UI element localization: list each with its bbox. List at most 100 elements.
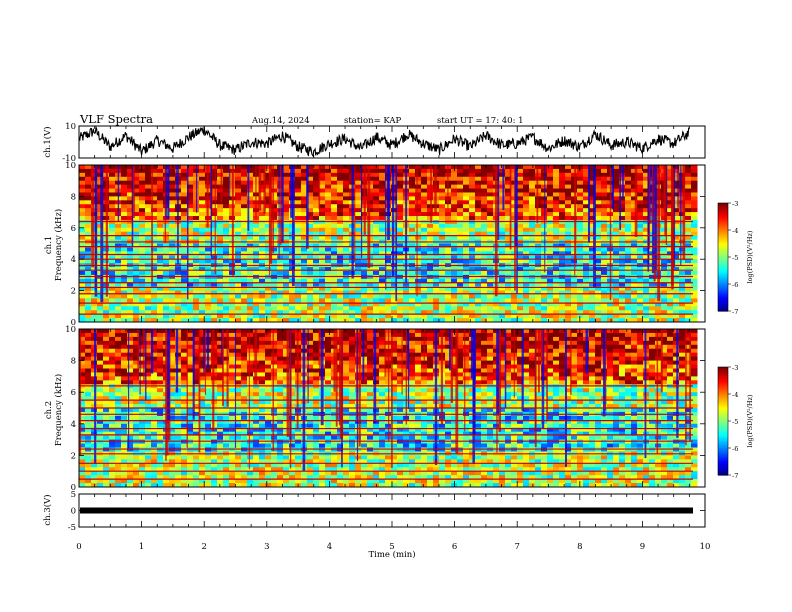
- spectrogram-cell: [691, 227, 698, 233]
- spectrogram-cell: [535, 180, 542, 186]
- spectrogram-cell: [361, 270, 368, 276]
- spectrogram-cell: [307, 314, 314, 319]
- spectrogram-cell: [415, 348, 422, 354]
- spectrogram-cell: [427, 310, 434, 315]
- spectrogram-cell: [103, 336, 110, 342]
- spectrogram-cell: [379, 192, 386, 197]
- spectrogram-cell: [157, 200, 164, 205]
- spectrogram-cell: [433, 227, 440, 233]
- spectrogram-cell: [451, 294, 458, 299]
- spectrogram-cell: [679, 247, 686, 252]
- spectrogram-cell: [505, 251, 512, 256]
- spectrogram-cell: [151, 298, 158, 303]
- spectrogram-cell: [343, 172, 350, 178]
- spectrogram-cell: [241, 208, 248, 213]
- spectrogram-cell: [241, 336, 248, 342]
- spectrogram-cell: [379, 196, 386, 201]
- spectrogram-cell: [157, 270, 164, 276]
- spectrogram-cell: [475, 188, 482, 193]
- spectrogram-cell: [319, 251, 326, 256]
- spectrogram-cell: [289, 290, 296, 296]
- spectrogram-cell: [655, 340, 662, 346]
- spectrogram-cell: [589, 204, 596, 209]
- spectrogram-cell: [427, 270, 434, 276]
- spectrogram-cell: [523, 332, 530, 338]
- spectrogram-cell: [103, 329, 110, 334]
- spectrogram-cell: [409, 180, 416, 186]
- spectrogram-cell: [421, 196, 428, 201]
- spectrogram-cell: [433, 286, 440, 292]
- spectrogram-cell: [325, 329, 332, 334]
- spectrogram-cell: [445, 216, 452, 221]
- spectrogram-cell: [493, 294, 500, 299]
- spectrogram-cell: [379, 172, 386, 178]
- spectrogram-cell: [649, 306, 656, 311]
- spectrogram-cell: [145, 290, 152, 296]
- spectrogram-cell: [607, 340, 614, 346]
- spectrogram-cell: [487, 212, 494, 217]
- spectrogram-cell: [601, 247, 608, 252]
- spectrogram-cell: [643, 216, 650, 221]
- spectrogram-cell: [193, 227, 200, 233]
- spectrogram-cell: [283, 329, 290, 334]
- spectrogram-cell: [313, 235, 320, 241]
- spectrogram-cell: [409, 212, 416, 217]
- spectrogram-cell: [307, 278, 314, 284]
- spectrogram-cell: [91, 172, 98, 178]
- spectrogram-cell: [637, 231, 644, 237]
- spectrogram-cell: [259, 274, 266, 280]
- spectrogram-cell: [325, 294, 332, 299]
- spectrogram-cell: [319, 302, 326, 307]
- spectrogram-cell: [631, 184, 638, 190]
- spectrogram-cell: [517, 180, 524, 186]
- spectrogram-cell: [409, 294, 416, 299]
- spectrogram-cell: [271, 172, 278, 178]
- spectrogram-cell: [463, 286, 470, 292]
- spectrogram-cell: [691, 310, 698, 315]
- spectrogram-cell: [409, 255, 416, 260]
- spectrogram-cell: [577, 329, 584, 334]
- spectrogram-cell: [487, 227, 494, 233]
- spectrogram-cell: [133, 184, 140, 190]
- spectrogram-cell: [505, 310, 512, 315]
- spectrogram-cell: [235, 219, 242, 225]
- spectrogram-cell: [367, 348, 374, 354]
- spectrogram-cell: [325, 259, 332, 264]
- spectrogram-cell: [319, 231, 326, 237]
- spectrogram-cell: [127, 294, 134, 299]
- spectrogram-cell: [223, 302, 230, 307]
- spectrogram-cell: [331, 212, 338, 217]
- spectrogram-cell: [553, 192, 560, 197]
- spectrogram-cell: [223, 267, 230, 272]
- spectrogram-cell: [271, 251, 278, 256]
- spectrogram-cell: [691, 243, 698, 248]
- spectrogram-cell: [181, 259, 188, 264]
- spectrogram-cell: [271, 235, 278, 241]
- spectrogram-cell: [631, 200, 638, 205]
- spectrogram-cell: [379, 310, 386, 315]
- spectrogram-cell: [379, 302, 386, 307]
- spectrogram-cell: [535, 243, 542, 248]
- spectrogram-cell: [421, 204, 428, 209]
- spectrogram-cell: [145, 298, 152, 303]
- spectrogram-cell: [421, 219, 428, 225]
- spectrogram-cell: [121, 255, 128, 260]
- spectrogram-cell: [253, 247, 260, 252]
- spectrogram-cell: [451, 344, 458, 350]
- spectrogram-cell: [517, 165, 524, 170]
- spectrogram-cell: [355, 348, 362, 354]
- spectrogram-cell: [115, 231, 122, 237]
- spectrogram-cell: [553, 172, 560, 178]
- spectrogram-cell: [199, 274, 206, 280]
- spectrogram-cell: [169, 332, 176, 338]
- spectrogram-cell: [307, 267, 314, 272]
- spectrogram-cell: [469, 212, 476, 217]
- spectrogram-cell: [217, 267, 224, 272]
- spectrogram-cell: [445, 267, 452, 272]
- spectrogram-cell: [175, 274, 182, 280]
- spectrogram-cell: [223, 255, 230, 260]
- spectrogram-cell: [151, 290, 158, 296]
- spectrogram-cell: [103, 294, 110, 299]
- spectrogram-cell: [211, 267, 218, 272]
- spectrogram-cell: [523, 180, 530, 186]
